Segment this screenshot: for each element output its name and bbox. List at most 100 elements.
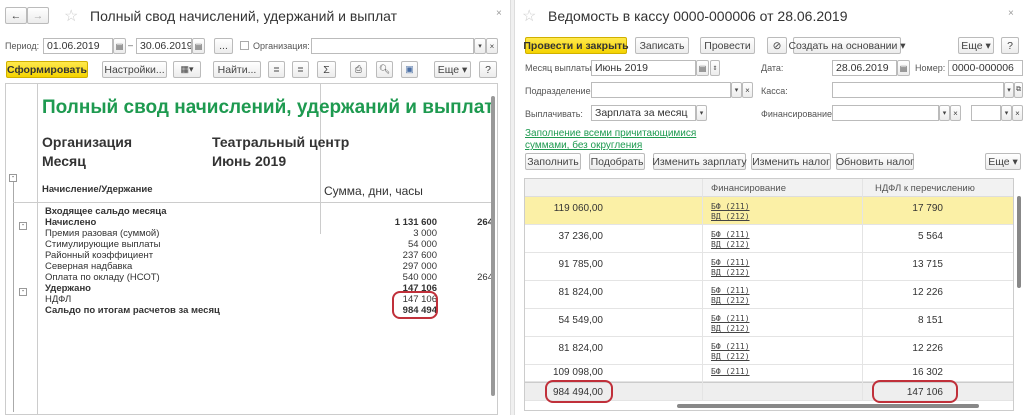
column-header-ndfl[interactable]: НДФЛ к перечислению [875,183,975,194]
report-area: Полный свод начислений, удержаний и выпл… [5,83,498,415]
dropdown-icon[interactable]: ▾ [939,105,950,121]
column-header-item: Начисление/Удержание [42,184,153,195]
period-select-button[interactable]: ... [214,38,233,54]
more-button[interactable]: Еще ▾ [985,153,1021,170]
table-row[interactable]: 109 098,00 БФ (211) 16 302 [525,365,1013,382]
month-label: Месяц выплаты: [525,63,594,73]
org-input[interactable] [311,38,474,54]
close-icon[interactable]: × [496,8,502,19]
department-input[interactable] [591,82,731,98]
change-salary-button[interactable]: Изменить зарплату [652,153,747,170]
report-row: НДФЛ 147 106 [45,294,437,305]
table-row[interactable]: 37 236,00 БФ (211) ВД (212) 5 564 [525,225,1013,253]
annotation-oval [872,380,958,403]
financing-extra-input[interactable] [971,105,1001,121]
collapse-icon[interactable]: - [9,174,17,182]
sum-icon[interactable]: Σ [317,61,336,78]
window-title: Ведомость в кассу 0000-000006 от 28.06.2… [548,8,848,24]
calendar-icon[interactable]: ▤ [113,38,126,54]
back-button[interactable]: ← [5,7,27,24]
find-button[interactable]: Найти... [213,61,261,78]
org-label: Организация: [253,41,310,51]
calendar-icon[interactable]: ▤ [192,38,205,54]
clear-icon[interactable]: × [742,82,753,98]
print-icon[interactable]: ⎙ [350,61,367,78]
report-row: Начислено 1 131 600 264 [45,217,493,228]
forward-button[interactable]: → [27,7,49,24]
table-row[interactable]: 91 785,00 БФ (211) ВД (212) 13 715 [525,253,1013,281]
open-icon[interactable]: ⧉ [1014,82,1023,98]
calendar-icon[interactable]: ▤ [897,60,910,76]
attachment-icon[interactable]: ⊘ [767,37,787,54]
table-row[interactable]: 54 549,00 БФ (211) ВД (212) 8 151 [525,309,1013,337]
dropdown-icon[interactable]: ▾ [1004,82,1014,98]
dropdown-icon[interactable]: ▾ [731,82,742,98]
help-button[interactable]: ? [479,61,497,78]
post-and-close-button[interactable]: Провести и закрыть [523,37,629,54]
clear-icon[interactable]: × [486,38,498,54]
number-input[interactable]: 0000-000006 [948,60,1023,76]
pick-button[interactable]: Подобрать [589,153,645,170]
close-icon[interactable]: × [1008,8,1014,19]
report-row: Стимулирующие выплаты 54 000 [45,239,437,250]
save-icon[interactable]: ▣ [401,61,418,78]
table-row[interactable]: 81 824,00 БФ (211) ВД (212) 12 226 [525,337,1013,365]
settings-button[interactable]: Настройки... [102,61,167,78]
report-row: Входящее сальдо месяца [45,206,167,217]
horizontal-scrollbar[interactable] [677,404,979,408]
column-header-financing[interactable]: Финансирование [711,183,786,194]
org-checkbox[interactable] [240,41,249,50]
org-label: Организация [42,134,133,150]
month-label: Месяц [42,153,86,169]
month-stepper[interactable]: ⇕ [710,60,720,76]
preview-icon[interactable]: 🔍︎ [376,61,393,78]
fill-mode-link[interactable]: Заполнение всеми причитающимися суммами,… [525,128,697,151]
date-from-input[interactable]: 01.06.2019 [43,38,113,54]
more-button[interactable]: Еще ▾ [958,37,994,54]
calendar-icon[interactable]: ▤ [696,60,709,76]
save-button[interactable]: Записать [635,37,689,54]
report-row: Северная надбавка 297 000 [45,261,437,272]
month-input[interactable]: Июнь 2019 [591,60,696,76]
cash-input[interactable] [832,82,1004,98]
panel-splitter[interactable] [510,0,515,415]
variant-icon[interactable]: ▦▾ [173,61,201,78]
table-row[interactable]: 81 824,00 БФ (211) ВД (212) 12 226 [525,281,1013,309]
more-button[interactable]: Еще ▾ [434,61,471,78]
date-input[interactable]: 28.06.2019 [832,60,897,76]
window-title: Полный свод начислений, удержаний и выпл… [90,8,398,24]
fill-button[interactable]: Заполнить [525,153,581,170]
report-title: Полный свод начислений, удержаний и выпл… [42,97,494,118]
clear-icon[interactable]: × [950,105,961,121]
collapse-icon[interactable]: - [19,288,27,296]
report-row: Сальдо по итогам расчетов за месяц 984 49… [45,305,437,316]
post-button[interactable]: Провести [700,37,755,54]
report-row: Премия разовая (суммой) 3 000 [45,228,437,239]
financing-label: Финансирование: [761,109,835,119]
collapse-groups-icon[interactable]: ≣ [292,61,309,78]
clear-icon[interactable]: × [1012,105,1023,121]
generate-button[interactable]: Сформировать [6,61,88,78]
vertical-scrollbar[interactable] [1017,196,1021,288]
favorite-star-icon[interactable]: ☆ [522,8,537,25]
date-to-input[interactable]: 30.06.2019 [136,38,192,54]
collapse-icon[interactable]: - [19,222,27,230]
help-button[interactable]: ? [1001,37,1019,54]
org-value: Театральный центр [212,134,350,150]
dropdown-icon[interactable]: ▾ [474,38,486,54]
pay-select[interactable]: Зарплата за месяц [591,105,696,121]
number-label: Номер: [915,63,946,73]
create-based-on-button[interactable]: Создать на основании ▾ [788,37,906,54]
favorite-star-icon[interactable]: ☆ [64,8,79,25]
dash: – [128,40,134,50]
table-row[interactable]: 119 060,00 БФ (211) ВД (212) 17 790 [525,197,1013,225]
department-label: Подразделение: [525,86,594,96]
change-tax-button[interactable]: Изменить налог [751,153,831,170]
expand-groups-icon[interactable]: ≣ [268,61,285,78]
update-tax-button[interactable]: Обновить налог [836,153,914,170]
financing-input[interactable] [832,105,939,121]
dropdown-icon[interactable]: ▾ [696,105,707,121]
report-row: Удержано 147 106 [45,283,437,294]
vertical-scrollbar[interactable] [491,96,495,396]
dropdown-icon[interactable]: ▾ [1001,105,1012,121]
